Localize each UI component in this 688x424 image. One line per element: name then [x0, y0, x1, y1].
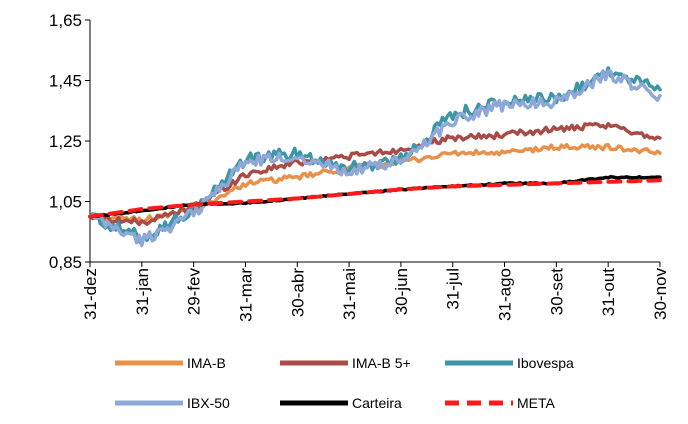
y-tick-label: 0,85 — [49, 253, 82, 272]
legend-label-ibx-50: IBX-50 — [187, 395, 230, 411]
x-tick-label: 31-jul — [444, 268, 463, 310]
legend: IMA-B IMA-B 5+ Ibovespa IBX-50 Carteira META — [115, 355, 574, 411]
legend-label-carteira: Carteira — [352, 395, 402, 411]
x-tick-label: 31-ago — [496, 268, 515, 321]
x-tick-label: 30-set — [547, 268, 566, 316]
y-tick-label: 1,05 — [49, 193, 82, 212]
legend-label-ima-b: IMA-B — [187, 355, 226, 371]
series-line-ibx-50 — [88, 69, 662, 248]
x-tick-label: 31-dez — [81, 268, 100, 320]
legend-label-meta: META — [517, 395, 556, 411]
series-line-meta — [88, 178, 662, 219]
x-tick-label: 31-jan — [133, 268, 152, 315]
x-tick-label: 30-abr — [288, 268, 307, 317]
y-tick-label: 1,45 — [49, 72, 82, 91]
series-line-ima-b-5- — [88, 121, 662, 227]
x-tick-label: 29-fev — [185, 268, 204, 316]
axes: 0,85 1,05 1,25 1,45 1,65 31-dez 31-jan 29-fev 31… — [49, 11, 670, 322]
y-tick-label: 1,25 — [49, 132, 82, 151]
x-tick-label: 30-nov — [651, 268, 670, 320]
legend-label-ibovespa: Ibovespa — [517, 355, 574, 371]
x-tick-label: 30-jun — [392, 268, 411, 315]
y-tick-label: 1,65 — [49, 11, 82, 30]
series-lines — [88, 66, 662, 248]
legend-label-ima-b-5-: IMA-B 5+ — [352, 355, 411, 371]
x-tick-label: 31-mai — [340, 268, 359, 320]
x-tick-label: 31-mar — [236, 268, 255, 322]
x-tick-label: 31-out — [599, 268, 618, 316]
